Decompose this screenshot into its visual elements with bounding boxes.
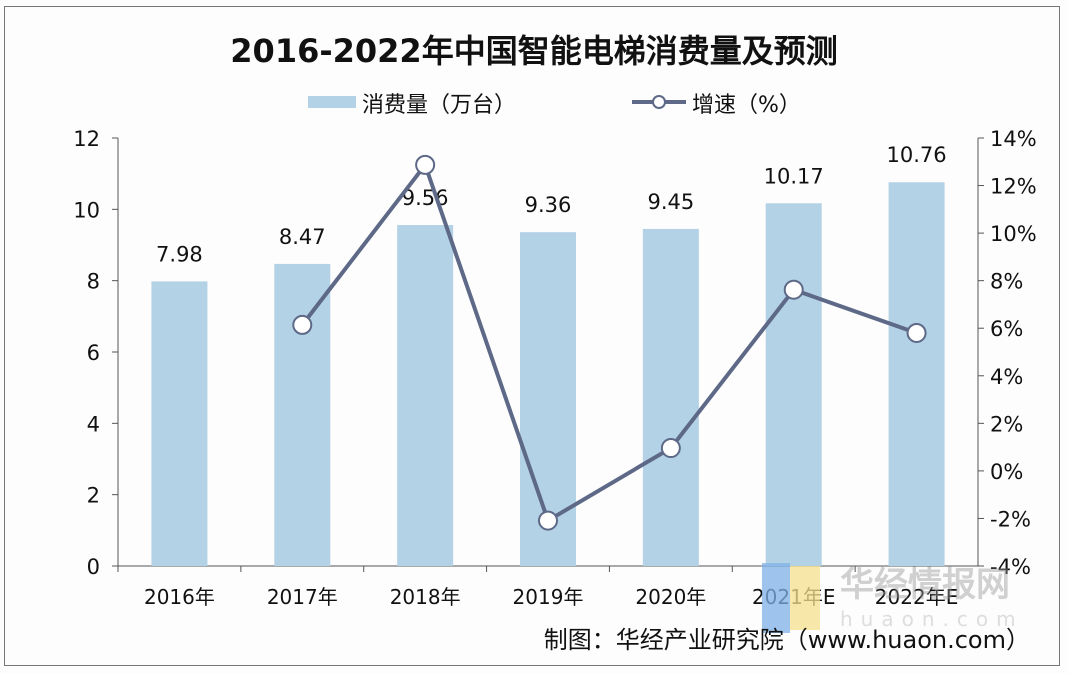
right-tick-label: 14% [990, 127, 1037, 151]
legend-bar-swatch [308, 96, 356, 108]
x-tick-label: 2017年 [267, 585, 338, 609]
left-tick-label: 12 [73, 127, 100, 151]
right-tick-label: 0% [990, 460, 1023, 484]
right-tick-label: 2% [990, 412, 1023, 436]
growth-point [660, 438, 681, 459]
bar-data-label: 10.17 [764, 164, 824, 188]
right-tick-label: -2% [990, 507, 1031, 531]
bar-data-label: 7.98 [156, 242, 203, 266]
chart-frame [4, 6, 1060, 666]
watermark-subtext: huaon.com [840, 607, 1024, 631]
bar [274, 263, 331, 566]
right-tick-label: -4% [990, 555, 1031, 579]
left-tick-label: 4 [87, 412, 100, 436]
growth-point [783, 279, 804, 300]
right-tick-label: 10% [990, 222, 1037, 246]
bar [888, 182, 945, 566]
legend-line-label: 增速（%） [692, 93, 801, 118]
bar-data-label: 9.45 [647, 190, 694, 214]
chart-title: 2016-2022年中国智能电梯消费量及预测 [230, 32, 837, 70]
bar-data-label: 10.76 [887, 143, 947, 167]
legend: 消费量（万台） 增速（%） [308, 93, 801, 118]
left-tick-label: 2 [87, 484, 100, 508]
left-tick-label: 8 [87, 270, 100, 294]
bar [642, 228, 699, 566]
x-tick-label: 2018年 [390, 585, 461, 609]
left-tick-label: 0 [87, 555, 100, 579]
left-tick-label: 10 [73, 198, 100, 222]
growth-point [906, 322, 927, 343]
right-tick-label: 12% [990, 175, 1037, 199]
x-tick-label: 2022年E [875, 585, 959, 609]
right-tick-label: 6% [990, 317, 1023, 341]
watermark-text: 华经情报网 [840, 565, 1010, 605]
right-tick-label: 8% [990, 270, 1023, 294]
growth-point [538, 510, 558, 531]
x-tick-label: 2016年 [144, 585, 215, 609]
legend-line-marker [652, 95, 666, 109]
bar [397, 225, 454, 566]
growth-point [292, 314, 313, 335]
source-note: 制图：华经产业研究院（www.huaon.com） [544, 626, 1030, 654]
watermark-logo-yellow [790, 566, 820, 630]
x-tick-label: 2019年 [513, 585, 584, 609]
growth-line [300, 160, 918, 524]
bar-data-label: 8.47 [279, 225, 326, 249]
watermark: 华经情报网 huaon.com [762, 563, 1024, 633]
left-tick-label: 6 [87, 341, 100, 365]
bar [151, 281, 208, 566]
growth-point [415, 154, 436, 175]
legend-bar-label: 消费量（万台） [362, 93, 516, 118]
x-tick-label: 2020年 [635, 585, 706, 609]
bar [765, 203, 822, 566]
bar-data-label: 9.36 [525, 193, 572, 217]
right-tick-label: 4% [990, 365, 1023, 389]
watermark-logo-blue [762, 563, 790, 633]
